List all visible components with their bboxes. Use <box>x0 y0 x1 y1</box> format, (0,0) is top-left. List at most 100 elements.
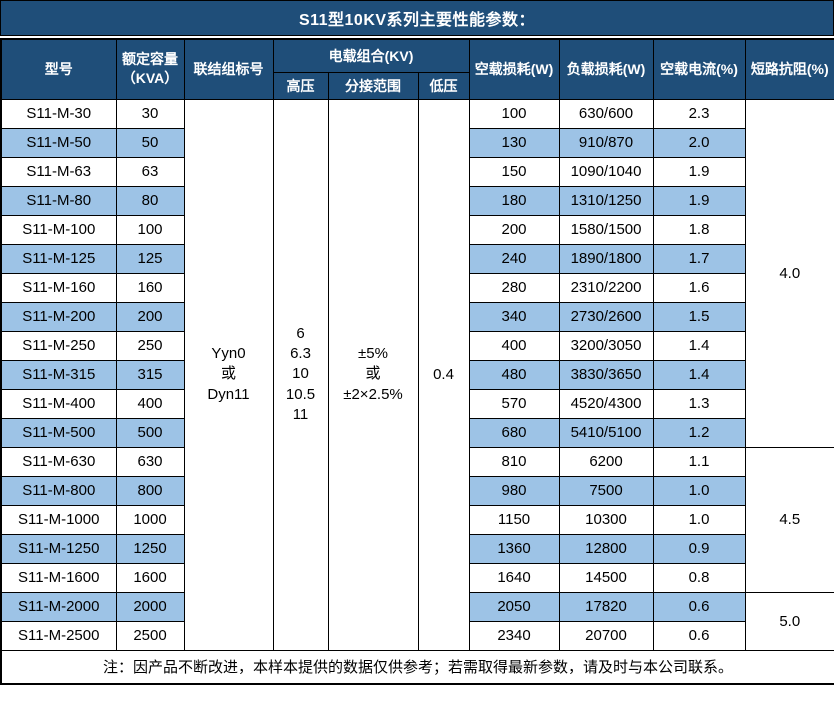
table-row: S11-M-1600 1600 1640 14500 0.8 <box>0 562 834 593</box>
cell-load-loss: 6200 <box>558 446 654 477</box>
spec-table-header: 型号 额定容量 （KVA） 联结组标号 电载组合(KV) 空载损耗(W) 负载损… <box>0 38 834 100</box>
cell-capacity: 200 <box>115 301 185 332</box>
cell-no-load-current: 1.4 <box>652 359 746 390</box>
cell-load-loss: 1090/1040 <box>558 156 654 187</box>
cell-capacity: 2500 <box>115 620 185 651</box>
cell-model: S11-M-80 <box>0 185 117 216</box>
table-row: S11-M-200 200 340 2730/2600 1.5 <box>0 301 834 332</box>
cell-no-load-current: 1.7 <box>652 243 746 274</box>
cell-no-load-current: 1.0 <box>652 475 746 506</box>
header-no-load-current: 空载电流(%) <box>652 38 746 100</box>
cell-no-load-loss: 1640 <box>468 562 560 593</box>
cell-capacity: 1000 <box>115 504 185 535</box>
cell-model: S11-M-160 <box>0 272 117 303</box>
table-row: S11-M-160 160 280 2310/2200 1.6 <box>0 272 834 303</box>
cell-no-load-current: 1.8 <box>652 214 746 245</box>
cell-no-load-loss: 680 <box>468 417 560 448</box>
spec-table-footer: 注：因产品不断改进，本样本提供的数据仅供参考；若需取得最新参数，请及时与本公司联… <box>0 649 834 685</box>
cell-no-load-current: 1.3 <box>652 388 746 419</box>
cell-capacity: 63 <box>115 156 185 187</box>
cell-capacity: 1600 <box>115 562 185 593</box>
cell-no-load-current: 0.9 <box>652 533 746 564</box>
cell-model: S11-M-250 <box>0 330 117 361</box>
cell-load-loss: 4520/4300 <box>558 388 654 419</box>
cell-model: S11-M-2000 <box>0 591 117 622</box>
header-model: 型号 <box>0 38 117 100</box>
cell-model: S11-M-30 <box>0 98 117 129</box>
cell-no-load-loss: 100 <box>468 98 560 129</box>
table-row: S11-M-100 100 200 1580/1500 1.8 <box>0 214 834 245</box>
page-title: S11型10KV系列主要性能参数： <box>0 0 834 36</box>
cell-load-loss: 14500 <box>558 562 654 593</box>
cell-capacity: 400 <box>115 388 185 419</box>
spec-table: 型号 额定容量 （KVA） 联结组标号 电载组合(KV) 空载损耗(W) 负载损… <box>0 38 834 685</box>
cell-model: S11-M-200 <box>0 301 117 332</box>
cell-no-load-loss: 150 <box>468 156 560 187</box>
cell-no-load-current: 0.8 <box>652 562 746 593</box>
cell-load-loss: 2310/2200 <box>558 272 654 303</box>
cell-capacity: 50 <box>115 127 185 158</box>
cell-no-load-loss: 1360 <box>468 533 560 564</box>
cell-no-load-loss: 480 <box>468 359 560 390</box>
cell-capacity: 160 <box>115 272 185 303</box>
cell-no-load-current: 1.9 <box>652 185 746 216</box>
header-tap-range: 分接范围 <box>327 71 419 100</box>
cell-no-load-current: 1.2 <box>652 417 746 448</box>
cell-load-loss: 1890/1800 <box>558 243 654 274</box>
spec-table-body: S11-M-30 30 Yyn0 或 Dyn11 6 6.3 10 10.5 11 ±5… <box>0 98 834 651</box>
cell-no-load-current: 2.3 <box>652 98 746 129</box>
cell-capacity: 315 <box>115 359 185 390</box>
cell-lv: 0.4 <box>417 98 470 651</box>
cell-no-load-current: 0.6 <box>652 591 746 622</box>
header-connection: 联结组标号 <box>183 38 274 100</box>
cell-no-load-current: 1.1 <box>652 446 746 477</box>
cell-load-loss: 17820 <box>558 591 654 622</box>
cell-model: S11-M-100 <box>0 214 117 245</box>
cell-no-load-current: 1.5 <box>652 301 746 332</box>
header-hv: 高压 <box>272 71 329 100</box>
cell-no-load-loss: 2050 <box>468 591 560 622</box>
cell-no-load-current: 1.0 <box>652 504 746 535</box>
cell-impedance: 4.5 <box>744 446 834 593</box>
cell-load-loss: 5410/5100 <box>558 417 654 448</box>
cell-no-load-loss: 2340 <box>468 620 560 651</box>
table-row: S11-M-250 250 400 3200/3050 1.4 <box>0 330 834 361</box>
cell-no-load-loss: 810 <box>468 446 560 477</box>
cell-model: S11-M-400 <box>0 388 117 419</box>
cell-capacity: 80 <box>115 185 185 216</box>
cell-capacity: 500 <box>115 417 185 448</box>
cell-capacity: 800 <box>115 475 185 506</box>
cell-no-load-current: 1.9 <box>652 156 746 187</box>
table-row: S11-M-400 400 570 4520/4300 1.3 <box>0 388 834 419</box>
cell-capacity: 30 <box>115 98 185 129</box>
cell-model: S11-M-63 <box>0 156 117 187</box>
cell-no-load-loss: 180 <box>468 185 560 216</box>
cell-impedance: 4.0 <box>744 98 834 448</box>
cell-no-load-loss: 1150 <box>468 504 560 535</box>
cell-load-loss: 10300 <box>558 504 654 535</box>
cell-no-load-loss: 130 <box>468 127 560 158</box>
table-row: S11-M-800 800 980 7500 1.0 <box>0 475 834 506</box>
table-row: S11-M-50 50 130 910/870 2.0 <box>0 127 834 158</box>
cell-no-load-current: 0.6 <box>652 620 746 651</box>
cell-load-loss: 20700 <box>558 620 654 651</box>
cell-model: S11-M-1000 <box>0 504 117 535</box>
table-row: S11-M-30 30 Yyn0 或 Dyn11 6 6.3 10 10.5 11 ±5… <box>0 98 834 651</box>
cell-model: S11-M-315 <box>0 359 117 390</box>
table-row: S11-M-2500 2500 2340 20700 0.6 <box>0 620 834 651</box>
cell-no-load-loss: 200 <box>468 214 560 245</box>
cell-tap-range: ±5% 或 ±2×2.5% <box>327 98 419 651</box>
header-lv: 低压 <box>417 71 470 100</box>
cell-load-loss: 630/600 <box>558 98 654 129</box>
header-no-load-loss: 空载损耗(W) <box>468 38 560 100</box>
cell-no-load-loss: 340 <box>468 301 560 332</box>
cell-capacity: 630 <box>115 446 185 477</box>
cell-no-load-loss: 240 <box>468 243 560 274</box>
cell-model: S11-M-125 <box>0 243 117 274</box>
cell-connection: Yyn0 或 Dyn11 <box>183 98 274 651</box>
cell-no-load-current: 1.4 <box>652 330 746 361</box>
cell-model: S11-M-2500 <box>0 620 117 651</box>
cell-hv: 6 6.3 10 10.5 11 <box>272 98 329 651</box>
cell-model: S11-M-1250 <box>0 533 117 564</box>
title-divider <box>0 36 834 38</box>
